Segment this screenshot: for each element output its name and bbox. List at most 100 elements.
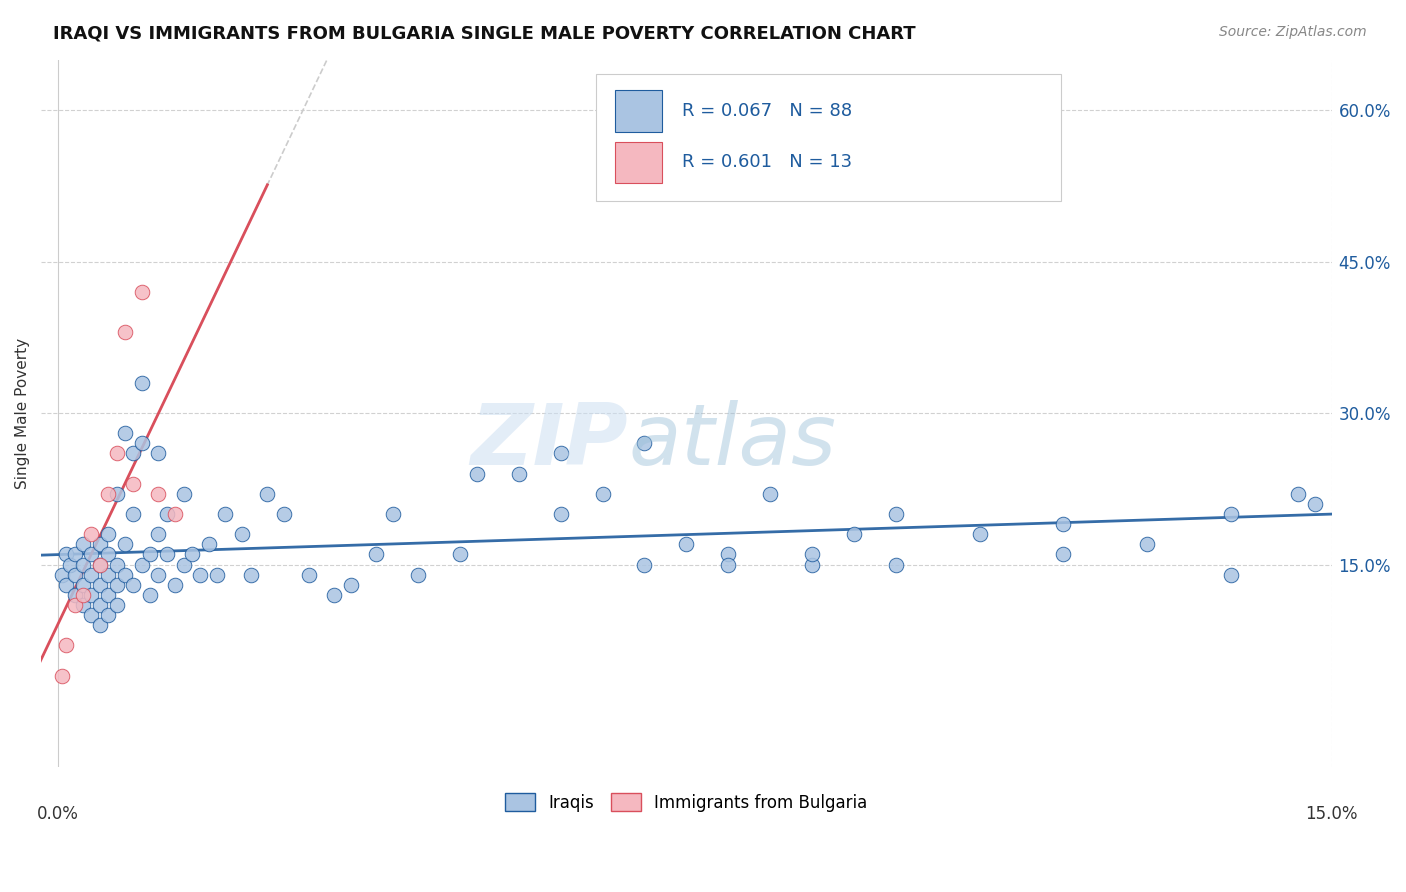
Point: [205, 567, 228, 582]
Point: [148, 446, 170, 460]
Y-axis label: Single Male Poverty: Single Male Poverty: [15, 337, 30, 489]
Point: [156, 548, 179, 562]
Point: [633, 558, 655, 572]
Text: ZIP: ZIP: [471, 400, 628, 483]
Point: [63, 548, 86, 562]
Point: [89, 558, 111, 572]
Point: [105, 487, 128, 501]
Point: [550, 507, 572, 521]
Point: [51, 669, 73, 683]
Point: [173, 558, 195, 572]
Point: [675, 537, 697, 551]
Point: [231, 527, 253, 541]
Point: [1220, 567, 1243, 582]
Point: [114, 326, 136, 340]
Point: [801, 548, 824, 562]
Point: [89, 598, 111, 612]
Point: [139, 548, 162, 562]
Point: [633, 436, 655, 450]
Point: [80, 567, 103, 582]
FancyBboxPatch shape: [596, 74, 1060, 201]
Point: [97, 567, 120, 582]
Point: [89, 537, 111, 551]
FancyBboxPatch shape: [616, 90, 662, 132]
Point: [80, 588, 103, 602]
Point: [131, 436, 153, 450]
Point: [97, 487, 120, 501]
Legend: Iraqis, Immigrants from Bulgaria: Iraqis, Immigrants from Bulgaria: [499, 787, 875, 818]
Point: [55, 578, 77, 592]
Point: [72, 558, 94, 572]
Text: R = 0.067   N = 88: R = 0.067 N = 88: [682, 103, 852, 120]
Point: [197, 537, 219, 551]
Point: [1286, 487, 1309, 501]
Point: [63, 567, 86, 582]
Point: [298, 567, 321, 582]
Text: IRAQI VS IMMIGRANTS FROM BULGARIA SINGLE MALE POVERTY CORRELATION CHART: IRAQI VS IMMIGRANTS FROM BULGARIA SINGLE…: [53, 25, 917, 43]
Point: [884, 507, 907, 521]
Text: 0.0%: 0.0%: [37, 805, 79, 823]
Point: [148, 487, 170, 501]
Point: [97, 527, 120, 541]
Point: [114, 567, 136, 582]
Point: [181, 548, 204, 562]
Point: [550, 446, 572, 460]
Point: [97, 608, 120, 623]
Point: [51, 567, 73, 582]
Point: [592, 487, 614, 501]
Point: [969, 527, 991, 541]
Point: [173, 487, 195, 501]
Point: [122, 446, 145, 460]
Point: [1220, 507, 1243, 521]
Text: atlas: atlas: [628, 400, 837, 483]
Point: [55, 639, 77, 653]
Text: R = 0.601   N = 13: R = 0.601 N = 13: [682, 153, 852, 171]
FancyBboxPatch shape: [616, 142, 662, 184]
Point: [105, 578, 128, 592]
Point: [382, 507, 405, 521]
Point: [156, 507, 179, 521]
Text: 15.0%: 15.0%: [1305, 805, 1358, 823]
Point: [105, 446, 128, 460]
Point: [89, 558, 111, 572]
Point: [122, 507, 145, 521]
Point: [131, 285, 153, 299]
Point: [366, 548, 388, 562]
Point: [1052, 517, 1074, 532]
Point: [105, 558, 128, 572]
Point: [801, 558, 824, 572]
Point: [122, 476, 145, 491]
Point: [80, 527, 103, 541]
Point: [465, 467, 488, 481]
Point: [148, 567, 170, 582]
Point: [114, 537, 136, 551]
Point: [122, 578, 145, 592]
Point: [1136, 537, 1159, 551]
Point: [72, 578, 94, 592]
Point: [72, 598, 94, 612]
Point: [323, 588, 346, 602]
Text: Source: ZipAtlas.com: Source: ZipAtlas.com: [1219, 25, 1367, 39]
Point: [508, 467, 530, 481]
Point: [1303, 497, 1326, 511]
Point: [239, 567, 262, 582]
Point: [89, 578, 111, 592]
Point: [842, 527, 865, 541]
Point: [97, 588, 120, 602]
Point: [97, 548, 120, 562]
Point: [1052, 548, 1074, 562]
Point: [717, 558, 740, 572]
Point: [214, 507, 236, 521]
Point: [114, 426, 136, 441]
Point: [80, 608, 103, 623]
Point: [105, 598, 128, 612]
Point: [759, 487, 782, 501]
Point: [449, 548, 471, 562]
Point: [165, 507, 187, 521]
Point: [139, 588, 162, 602]
Point: [72, 537, 94, 551]
Point: [165, 578, 187, 592]
Point: [148, 527, 170, 541]
Point: [131, 376, 153, 390]
Point: [131, 558, 153, 572]
